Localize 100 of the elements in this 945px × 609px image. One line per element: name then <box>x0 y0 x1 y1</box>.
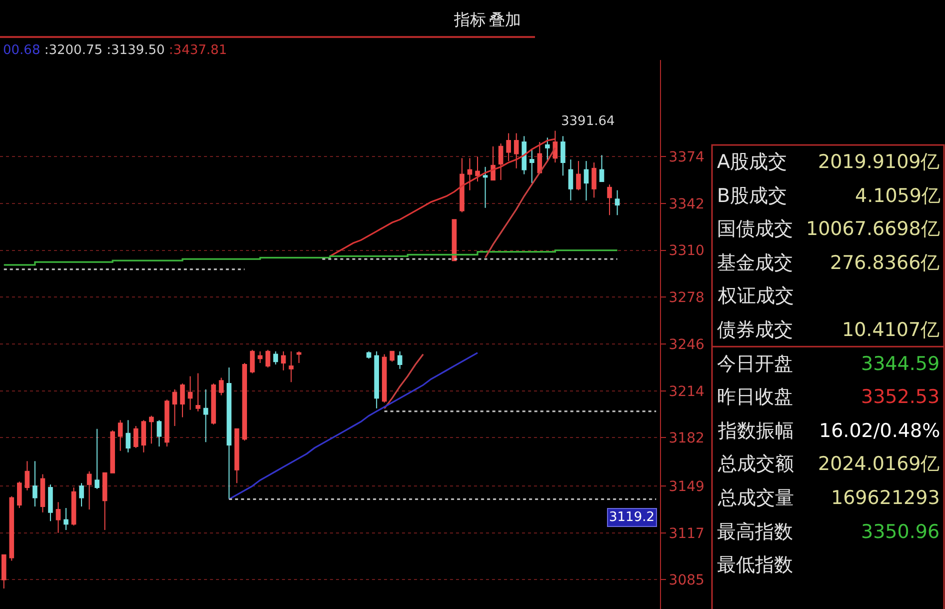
text: 16.02/0.48% <box>819 420 940 442</box>
candlestick <box>102 472 108 530</box>
candlestick <box>79 482 84 508</box>
candlestick <box>48 484 53 522</box>
text: 2019.9109亿 <box>818 151 940 173</box>
candlestick <box>56 502 61 534</box>
candlestick <box>149 415 154 444</box>
candlestick <box>250 349 255 374</box>
candlestick <box>86 470 92 510</box>
candlestick <box>537 141 542 174</box>
candlestick <box>234 428 240 484</box>
candlestick <box>490 146 496 181</box>
category-label: 债券成交 <box>717 319 793 341</box>
candlestick <box>40 474 46 513</box>
candlestick <box>211 383 216 426</box>
text: 3350.96 <box>861 521 940 543</box>
candlestick <box>614 190 620 216</box>
text: 2024.0169亿 <box>818 453 940 475</box>
candlestick <box>545 137 550 162</box>
category-label: B股成交 <box>717 185 788 207</box>
category-label: 总成交额 <box>717 453 794 475</box>
candlestick <box>397 350 402 370</box>
y-tick-label: 3214 <box>668 384 705 400</box>
candlestick <box>584 160 589 202</box>
candlestick <box>180 383 185 418</box>
category-label: 指数振幅 <box>717 420 794 442</box>
candlestick <box>599 154 604 182</box>
candlestick <box>552 130 558 163</box>
y-tick-label: 3182 <box>668 430 704 447</box>
line-series <box>384 353 424 410</box>
y-tick-label: 3246 <box>668 336 705 353</box>
candlestick <box>64 507 68 530</box>
text: 4.1059亿 <box>855 185 940 207</box>
candlestick <box>265 349 270 368</box>
candlestick <box>506 132 511 162</box>
candlestick <box>288 350 294 383</box>
candlestick <box>560 136 566 176</box>
annotation: 3391.64 <box>561 114 615 129</box>
text: 3344.59 <box>861 353 940 375</box>
candlestick <box>156 420 162 447</box>
candlestick <box>1 554 6 589</box>
category-label: 今日开盘 <box>717 353 793 375</box>
candlestick <box>281 350 286 371</box>
candlestick <box>24 460 30 491</box>
candlestick <box>218 377 224 396</box>
y-tick-label: 3310 <box>668 243 704 260</box>
line-series <box>484 147 556 258</box>
candlestick <box>568 159 574 202</box>
candlestick <box>110 430 115 474</box>
candlestick <box>141 420 146 453</box>
text: :3200.75 <box>44 43 102 58</box>
y-tick-label: 3117 <box>668 526 704 542</box>
candlestick <box>258 350 263 364</box>
text: :3139.50 <box>106 43 165 58</box>
line-series <box>329 138 556 257</box>
candlestick <box>460 158 464 213</box>
category-label: 最高指数 <box>717 521 793 543</box>
candlestick <box>188 376 193 410</box>
candlestick <box>32 460 38 508</box>
text: 276.8366亿 <box>830 252 940 274</box>
candlestick <box>296 350 302 364</box>
text: 指标 <box>453 10 486 29</box>
candlestick <box>118 420 123 452</box>
category-label: 权证成交 <box>717 285 794 307</box>
category-label: 昨日收盘 <box>717 386 793 408</box>
candlestick <box>482 166 488 208</box>
text: :3437.81 <box>168 43 228 58</box>
text: 10.4107亿 <box>842 319 940 341</box>
text: 10067.6698亿 <box>806 218 940 240</box>
candlestick <box>126 420 131 453</box>
category-label: 基金成交 <box>717 252 793 274</box>
category-label: 总成交量 <box>717 487 794 509</box>
candlestick <box>94 428 100 490</box>
candlestick <box>467 158 472 191</box>
candlestick <box>17 481 22 508</box>
y-tick-label: 3278 <box>668 290 704 306</box>
candlestick <box>522 136 527 175</box>
y-tick-label: 3149 <box>668 478 704 495</box>
candlestick <box>133 426 138 448</box>
candlestick <box>164 399 170 447</box>
annotation: 3119.2 <box>609 510 654 525</box>
candlestick <box>390 350 395 362</box>
candlestick <box>382 354 387 404</box>
text: 169621293 <box>831 487 940 509</box>
y-tick-label: 3085 <box>668 572 704 589</box>
candlestick <box>9 496 14 562</box>
candlestick <box>226 366 232 500</box>
y-tick-label: 3342 <box>668 196 704 212</box>
text: 叠加 <box>489 10 521 29</box>
y-tick-label: 3374 <box>668 150 705 166</box>
category-label: A股成交 <box>717 151 787 173</box>
candlestick <box>374 350 379 409</box>
candlestick <box>514 132 519 169</box>
candlestick <box>172 388 178 426</box>
category-label: 国债成交 <box>717 218 793 240</box>
candlestick <box>203 388 208 443</box>
candlestick <box>196 372 200 412</box>
candlestick <box>475 156 480 182</box>
category-label: 最低指数 <box>717 554 793 576</box>
line-series <box>228 352 478 500</box>
